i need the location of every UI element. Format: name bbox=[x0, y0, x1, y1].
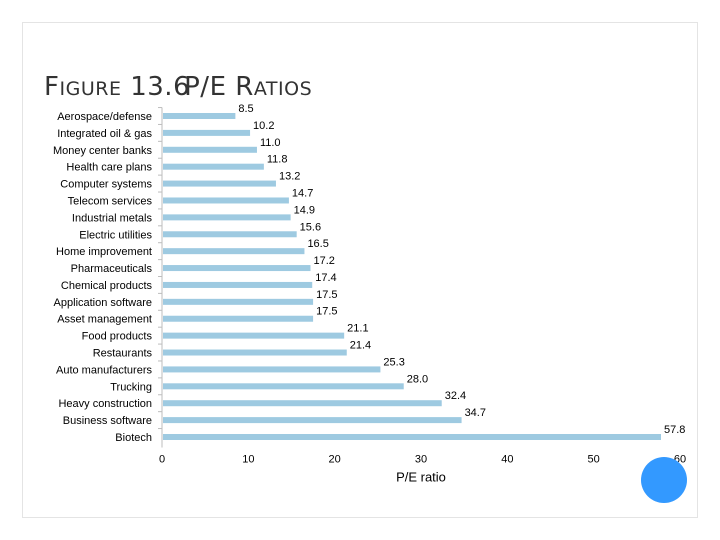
category-label: Aerospace/defense bbox=[57, 111, 152, 123]
value-label: 14.7 bbox=[292, 187, 313, 199]
category-label: Restaurants bbox=[93, 348, 153, 360]
value-label: 21.1 bbox=[347, 323, 368, 335]
value-label: 17.2 bbox=[313, 255, 334, 267]
category-label: Health care plans bbox=[66, 162, 152, 174]
bar bbox=[163, 315, 314, 322]
bar bbox=[163, 298, 314, 305]
value-label: 14.9 bbox=[294, 204, 315, 216]
bar bbox=[163, 281, 313, 288]
title-text: P/E RATIOS bbox=[184, 72, 313, 102]
value-label: 21.4 bbox=[350, 340, 371, 352]
category-label: Chemical products bbox=[61, 280, 153, 292]
bar bbox=[163, 163, 264, 170]
x-tick-label: 30 bbox=[415, 453, 427, 465]
value-label: 57.8 bbox=[664, 424, 685, 436]
x-tick-label: 20 bbox=[329, 453, 341, 465]
category-label: Electric utilities bbox=[79, 229, 152, 241]
category-label: Industrial metals bbox=[72, 212, 153, 224]
bar bbox=[163, 265, 311, 272]
category-label: Food products bbox=[82, 331, 153, 343]
bar bbox=[163, 231, 297, 238]
category-label: Trucking bbox=[110, 381, 152, 393]
bar bbox=[163, 366, 381, 373]
value-label: 13.2 bbox=[279, 171, 300, 183]
value-label: 28.0 bbox=[407, 373, 428, 385]
value-label: 11.8 bbox=[267, 154, 288, 166]
category-label: Heavy construction bbox=[58, 398, 152, 410]
value-label: 25.3 bbox=[383, 356, 404, 368]
bar bbox=[163, 248, 305, 255]
category-label: Home improvement bbox=[56, 246, 152, 258]
value-label: 17.5 bbox=[316, 289, 337, 301]
x-tick-label: 40 bbox=[501, 453, 513, 465]
bar bbox=[163, 383, 404, 390]
category-label: Money center banks bbox=[53, 145, 153, 157]
bar bbox=[163, 434, 662, 440]
category-label: Asset management bbox=[57, 314, 152, 326]
category-label: Integrated oil & gas bbox=[57, 128, 152, 140]
x-axis-title: P/E ratio bbox=[396, 469, 446, 484]
bar bbox=[163, 197, 289, 204]
value-label: 16.5 bbox=[307, 238, 328, 250]
bar bbox=[163, 400, 442, 407]
slide-frame bbox=[22, 22, 698, 518]
value-label: 32.4 bbox=[445, 390, 466, 402]
value-label: 11.0 bbox=[260, 137, 281, 149]
title-figure: FIGURE bbox=[44, 72, 122, 102]
bar bbox=[163, 146, 257, 153]
bar bbox=[163, 129, 251, 136]
bar bbox=[163, 332, 345, 339]
title-number: 13.6 bbox=[130, 72, 191, 102]
category-label: Application software bbox=[54, 297, 152, 309]
x-tick-label: 50 bbox=[588, 453, 600, 465]
category-label: Pharmaceuticals bbox=[71, 263, 153, 275]
value-label: 15.6 bbox=[300, 221, 321, 233]
x-tick-label: 0 bbox=[159, 453, 165, 465]
value-label: 17.4 bbox=[315, 272, 336, 284]
category-label: Auto manufacturers bbox=[56, 364, 152, 376]
bar bbox=[163, 417, 462, 424]
category-label: Biotech bbox=[115, 432, 152, 444]
category-label: Telecom services bbox=[68, 195, 153, 207]
value-label: 10.2 bbox=[253, 120, 274, 132]
x-tick-label: 10 bbox=[242, 453, 254, 465]
category-label: Business software bbox=[63, 415, 152, 427]
value-label: 34.7 bbox=[465, 407, 486, 419]
bar bbox=[163, 180, 276, 187]
category-label: Computer systems bbox=[60, 179, 152, 191]
value-label: 8.5 bbox=[238, 103, 253, 115]
bar bbox=[163, 113, 236, 119]
bar bbox=[163, 349, 347, 356]
bar bbox=[163, 214, 291, 221]
decorative-circle bbox=[641, 457, 687, 503]
value-label: 17.5 bbox=[316, 306, 337, 318]
slide-title: FIGURE 13.6P/E RATIOS bbox=[44, 72, 312, 112]
